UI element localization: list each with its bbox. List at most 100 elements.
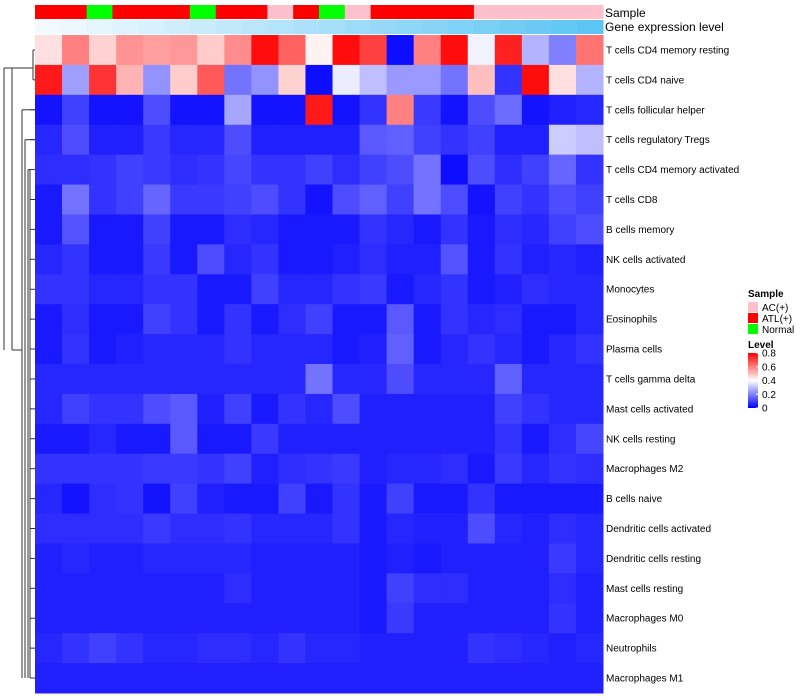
heatmap-cell (440, 214, 469, 245)
expression-annotation-cell (267, 20, 294, 34)
heatmap-cell (521, 304, 550, 335)
heatmap-cell (467, 423, 496, 455)
heatmap-cell (224, 184, 252, 215)
heatmap-cell (89, 573, 117, 604)
sample-annotation-cell (35, 5, 62, 19)
heatmap-cell (251, 573, 279, 604)
heatmap-cell (116, 124, 144, 156)
heatmap-cell (251, 663, 279, 694)
heatmap-cell (89, 64, 117, 96)
sample-annotation-cell (551, 5, 578, 19)
legend-item-label: ATL(+) (762, 314, 792, 325)
heatmap-cell (224, 543, 252, 574)
heatmap-cell (116, 274, 144, 305)
heatmap-cell (143, 64, 171, 96)
heatmap-cell (305, 154, 334, 186)
heatmap-cell (170, 64, 198, 96)
heatmap-cell (224, 64, 252, 96)
heatmap-cell (251, 274, 279, 305)
row-label: T cells regulatory Tregs (606, 135, 710, 146)
expression-annotation-cell (164, 20, 191, 34)
heatmap-cell (224, 633, 252, 664)
heatmap-cell (224, 35, 252, 66)
heatmap-cell (575, 513, 604, 544)
heatmap-cell (35, 64, 63, 96)
heatmap-cell (548, 64, 577, 96)
heatmap-cell (89, 603, 117, 634)
expression-annotation-cell (35, 20, 62, 34)
heatmap-cell (116, 603, 144, 634)
heatmap-cell (467, 94, 496, 126)
expression-annotation-cell (241, 20, 268, 34)
heatmap-cell (116, 633, 144, 664)
heatmap-cell (224, 513, 252, 544)
legend-level-title: Level (748, 340, 774, 351)
heatmap-cell (116, 393, 144, 425)
heatmap-cell (548, 543, 577, 574)
heatmap-cell (359, 393, 388, 425)
heatmap-cell (413, 423, 442, 455)
heatmap-cell (143, 244, 171, 275)
heatmap-cell (359, 543, 388, 574)
heatmap-cell (278, 334, 306, 365)
heatmap-cell (467, 603, 496, 634)
heatmap-cell (440, 244, 469, 275)
heatmap-cell (548, 274, 577, 305)
expression-annotation-cell (577, 20, 604, 34)
heatmap-cell (170, 573, 198, 604)
heatmap-cell (386, 94, 415, 126)
heatmap-cell (575, 154, 604, 186)
heatmap-cell (467, 513, 496, 544)
heatmap-cell (386, 393, 415, 425)
heatmap-cell (413, 663, 442, 694)
heatmap-cell (467, 334, 496, 365)
heatmap-cell (575, 364, 604, 395)
heatmap-cell (62, 573, 90, 604)
heatmap-cell (494, 573, 523, 604)
heatmap-cell (89, 304, 117, 335)
heatmap-cell (35, 573, 63, 604)
heatmap-cell (89, 483, 117, 515)
heatmap-cell (278, 244, 306, 275)
heatmap-cell (575, 304, 604, 335)
heatmap-cell (413, 513, 442, 544)
heatmap-cell (548, 603, 577, 634)
heatmap-cell (413, 603, 442, 634)
heatmap-cell (494, 35, 523, 66)
heatmap-cell (575, 453, 604, 485)
heatmap-cell (251, 304, 279, 335)
heatmap-cell (251, 184, 279, 215)
heatmap-cell (35, 364, 63, 395)
heatmap-cell (548, 483, 577, 515)
heatmap-cell (521, 35, 550, 66)
heatmap-cell (224, 334, 252, 365)
heatmap-cell (440, 334, 469, 365)
row-label: Eosinophils (606, 315, 657, 326)
heatmap-cell (62, 274, 90, 305)
row-label: NK cells resting (606, 434, 675, 445)
heatmap-cell (305, 633, 334, 664)
sample-annotation-cell (293, 5, 320, 19)
heatmap-cell (494, 603, 523, 634)
heatmap-cell (521, 94, 550, 126)
heatmap-cell (440, 124, 469, 156)
heatmap-cell (143, 124, 171, 156)
annotation-label-gene-expression: Gene expression level (605, 20, 724, 34)
heatmap-cell (413, 124, 442, 156)
heatmap-cell (305, 543, 334, 574)
heatmap-cell (143, 334, 171, 365)
heatmap-cell (62, 154, 90, 186)
heatmap-cell (89, 334, 117, 365)
legend-sample-items: AC(+)ATL(+)Normal (748, 302, 794, 336)
heatmap-cell (494, 304, 523, 335)
heatmap-cell (251, 513, 279, 544)
heatmap-cell (332, 423, 361, 455)
heatmap-cell (305, 64, 334, 96)
heatmap-cell (251, 64, 279, 96)
heatmap-cell (170, 393, 198, 425)
heatmap-cell (62, 94, 90, 126)
sample-annotation-cell (215, 5, 243, 19)
heatmap-cell (467, 304, 496, 335)
heatmap-cell (494, 633, 523, 664)
heatmap-cell (170, 274, 198, 305)
